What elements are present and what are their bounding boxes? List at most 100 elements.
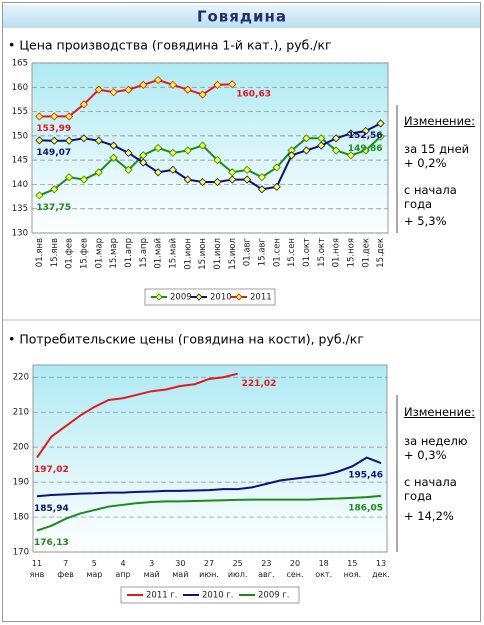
legend-box	[144, 288, 276, 306]
annotation: Изменение:	[404, 405, 476, 419]
marker	[198, 90, 207, 99]
marker	[124, 165, 133, 174]
marker	[94, 136, 103, 145]
marker	[213, 80, 222, 89]
y-tick-label: 170	[13, 548, 29, 558]
value-label: 197,02	[34, 465, 69, 475]
legend-label: 2011	[250, 293, 272, 303]
x-tick-label: 7 фев	[57, 559, 74, 579]
marker	[65, 112, 74, 121]
marker	[287, 151, 296, 160]
marker	[183, 146, 192, 155]
x-tick-label: 15.ноя	[346, 238, 356, 267]
marker	[65, 173, 74, 182]
annotation: + 0,2%	[404, 156, 447, 170]
value-label: 160,63	[236, 90, 271, 100]
marker	[361, 126, 370, 136]
marker	[376, 132, 385, 141]
marker	[272, 163, 281, 172]
legend-box	[120, 586, 300, 604]
marker	[198, 177, 207, 187]
marker	[168, 148, 177, 157]
y-tick-label: 200	[13, 443, 29, 453]
annotation: с начала года	[404, 475, 457, 503]
plot-area	[31, 62, 389, 234]
x-tick-label: 23 авг.	[258, 559, 274, 579]
x-tick-label: 01.янв	[35, 238, 45, 267]
chart-title: • Цена производства (говядина 1-й кат.),…	[8, 38, 332, 53]
value-label: 176,13	[34, 538, 69, 548]
x-tick-label: 15.янв	[50, 238, 60, 267]
marker	[228, 80, 237, 89]
marker	[198, 141, 207, 150]
marker	[376, 119, 385, 128]
value-label: 195,46	[348, 471, 383, 481]
x-tick-label: 15.сен	[287, 238, 297, 267]
marker	[109, 141, 118, 150]
y-tick-label: 155	[12, 107, 28, 117]
y-tick-label: 160	[12, 83, 28, 93]
value-label: 152,56	[348, 131, 383, 141]
annotation: + 5,3%	[404, 214, 447, 228]
legend-label: 2010 г.	[202, 591, 234, 601]
plot-area	[32, 364, 388, 553]
y-tick-label: 165	[12, 59, 28, 69]
x-tick-label: 01.окт	[302, 238, 312, 267]
x-tick-label: 15.мар	[109, 238, 119, 269]
chart-title: • Потребительские цены (говядина на кост…	[8, 332, 364, 347]
x-tick-label: 15.апр	[139, 238, 149, 268]
marker	[183, 175, 192, 184]
marker	[257, 173, 266, 182]
marker	[124, 148, 133, 157]
x-tick-label: 15.дек	[376, 238, 386, 268]
y-tick-label: 140	[12, 180, 28, 190]
marker	[346, 129, 355, 138]
x-tick-label: 27 июн.	[199, 559, 219, 579]
x-tick-label: 25 июл.	[228, 559, 248, 579]
x-tick-label: 18 окт.	[315, 559, 332, 579]
x-tick-label: 01.сен	[272, 238, 282, 267]
x-tick-label: 01.авг	[243, 237, 253, 266]
series-line	[36, 456, 382, 498]
y-tick-label: 210	[13, 408, 29, 418]
x-tick-label: 4 апр	[115, 559, 130, 579]
marker	[79, 134, 88, 143]
y-tick-label: 150	[12, 131, 28, 141]
x-tick-label: 01.дек	[361, 238, 371, 268]
marker	[65, 136, 74, 145]
value-label: 221,02	[242, 379, 277, 389]
marker	[257, 185, 266, 194]
x-tick-label: 01.фев	[65, 238, 75, 269]
marker	[168, 80, 177, 89]
x-tick-label: 01.июн	[183, 238, 193, 270]
marker	[109, 153, 118, 162]
header-bar	[3, 5, 480, 28]
legend-marker	[235, 293, 243, 301]
y-tick-label: 180	[13, 513, 29, 523]
y-tick-label: 145	[12, 156, 28, 166]
marker	[50, 112, 59, 121]
x-tick-label: 15.июл	[228, 238, 238, 270]
marker	[50, 185, 59, 194]
marker	[272, 182, 281, 191]
legend-label: 2010	[210, 293, 232, 303]
series-line	[36, 372, 238, 459]
x-tick-label: 15.фев	[79, 238, 89, 269]
y-tick-label: 190	[13, 478, 29, 488]
value-label: 185,94	[34, 504, 69, 514]
marker	[183, 85, 192, 94]
series-line	[36, 494, 382, 532]
marker	[94, 85, 103, 94]
annotation: + 0,3%	[404, 448, 447, 462]
x-tick-label: 15.авг	[257, 237, 267, 266]
marker	[346, 151, 355, 160]
value-label: 149,86	[348, 144, 383, 154]
legend-label: 2009	[170, 293, 192, 303]
value-label: 149,07	[36, 148, 71, 158]
x-tick-label: 15 ноя.	[344, 559, 361, 579]
marker	[317, 141, 326, 150]
marker	[302, 134, 311, 143]
marker	[50, 136, 59, 145]
x-tick-label: 11 янв	[30, 559, 45, 579]
